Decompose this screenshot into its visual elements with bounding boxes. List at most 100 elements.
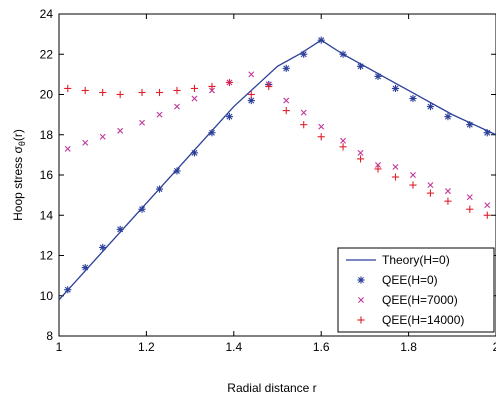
series-3-point (409, 181, 417, 189)
x-axis-ticks: 1 1.2 1.4 1.6 1.8 2 (56, 14, 496, 354)
series-2-point (156, 111, 163, 118)
series-3-point (356, 155, 365, 163)
series-3-point (173, 86, 181, 95)
series-2-point (409, 172, 416, 178)
series-3-point (426, 189, 435, 197)
series-3-point (300, 121, 308, 129)
series-group (58, 36, 496, 301)
legend-label: QEE(H=7000) (382, 293, 458, 307)
series-0-line (58, 39, 496, 301)
x-tick-label: 1.2 (138, 340, 155, 354)
series-2-point (427, 182, 434, 189)
legend-swatch (357, 276, 365, 284)
series-1-point (282, 64, 290, 72)
y-tick-label: 22 (40, 47, 54, 61)
series-3-point (391, 173, 400, 181)
y-tick-label: 24 (40, 7, 54, 21)
series-1-point (155, 185, 164, 193)
series-1-point (300, 50, 308, 58)
series-2-point (357, 149, 364, 156)
y-tick-label: 20 (40, 88, 54, 102)
y-tick-label: 18 (40, 128, 54, 142)
series-1-point (409, 94, 417, 103)
series-1-point (64, 286, 72, 294)
legend-box (337, 247, 495, 333)
series-3-point (483, 211, 491, 219)
y-axis-label-subscript: θ (17, 141, 27, 146)
y-axis-label-main: Hoop stress σ (11, 146, 25, 221)
series-2-point (375, 161, 381, 168)
series-1-point (374, 72, 382, 80)
series-3-point (155, 88, 164, 97)
series-3-point (81, 86, 89, 95)
series-2-point (208, 87, 215, 94)
y-tick-label: 16 (40, 168, 54, 182)
series-1-point (99, 243, 107, 252)
series-3-point (64, 84, 72, 93)
series-1-point (225, 113, 234, 121)
legend-label: QEE(H=14000) (382, 313, 464, 327)
series-2-point (300, 109, 307, 116)
series-2-point (466, 194, 473, 201)
series-2-point (99, 133, 106, 140)
x-tick-label: 2 (493, 340, 496, 354)
legend: Theory(H=0) QEE(H=0) QEE(H=7000) QEE(H=1400… (337, 247, 495, 333)
y-tick-label: 10 (40, 289, 54, 303)
y-axis-label: Hoop stress σθ(r) (11, 129, 27, 221)
y-tick-label: 8 (46, 329, 53, 343)
series-2-point (139, 119, 146, 126)
series-1-point (116, 225, 124, 233)
series-2-point (174, 103, 180, 110)
y-axis-label-tail: (r) (11, 129, 25, 141)
series-3-point (374, 165, 382, 173)
x-tick-label: 1.6 (313, 340, 330, 354)
series-3-point (444, 197, 452, 205)
series-3-point (190, 84, 199, 93)
series-1-point (208, 129, 216, 137)
series-1-point (81, 263, 89, 272)
series-2-point (82, 139, 89, 146)
x-tick-label: 1 (56, 340, 63, 354)
series-1-point (339, 50, 347, 58)
series-3-point (99, 88, 107, 97)
x-axis-label: Radial distance r (227, 381, 316, 395)
series-1-point (444, 113, 452, 121)
series-1-point (173, 167, 181, 175)
series-2-point (64, 145, 71, 152)
series-1-point (391, 84, 400, 93)
series-2-point (117, 127, 124, 134)
series-3-point (247, 90, 255, 99)
series-2-point (248, 71, 255, 78)
series-2-point (318, 123, 325, 130)
series-1-point (138, 205, 146, 213)
y-tick-label: 14 (40, 208, 54, 222)
series-3-point (466, 205, 474, 213)
series-3-point (225, 78, 234, 87)
series-1-point (317, 36, 325, 44)
legend-swatch (358, 297, 364, 303)
series-3-point (116, 90, 124, 99)
legend-label: Theory(H=0) (382, 253, 450, 267)
series-1-point (356, 62, 365, 70)
series-3-point (208, 82, 216, 91)
series-1-point (247, 96, 255, 105)
series-3-point (282, 107, 290, 115)
x-tick-label: 1.8 (400, 340, 417, 354)
series-1-point (483, 129, 491, 137)
series-2-point (283, 97, 290, 104)
series-1-point (426, 102, 435, 111)
series-1-point (466, 121, 474, 129)
y-tick-label: 12 (40, 249, 54, 263)
x-tick-label: 1.4 (225, 340, 242, 354)
y-axis-ticks: 8 10 12 14 16 18 20 22 24 (40, 7, 496, 343)
series-3-point (265, 82, 273, 91)
series-2-point (484, 202, 491, 209)
series-3-point (317, 133, 325, 141)
series-2-point (444, 188, 451, 195)
series-1-point (190, 149, 199, 157)
series-2-point (392, 163, 399, 170)
legend-swatch (357, 316, 365, 324)
series-2-point (191, 95, 198, 102)
legend-label: QEE(H=0) (382, 273, 438, 287)
